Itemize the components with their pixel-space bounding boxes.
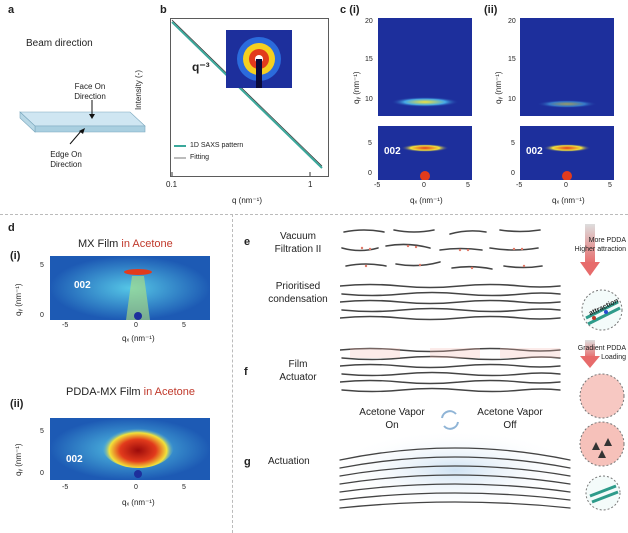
gradient-pdda-note: Gradient PDDA Loading xyxy=(577,345,626,361)
actuation-schematic xyxy=(330,430,580,510)
d-ytick-5-ii: 5 xyxy=(40,428,44,435)
gradient-arrow-e xyxy=(580,224,600,276)
c-xlabel: qₓ (nm⁻¹) xyxy=(410,196,443,205)
panel-c-label: c (i) xyxy=(340,4,360,16)
cii-xtick-m5: -5 xyxy=(516,182,523,189)
actuation-small-circle xyxy=(585,475,621,511)
c-xtick-m5: -5 xyxy=(374,182,381,189)
c-peak-label: 002 xyxy=(384,146,401,157)
d-peak-i: 002 xyxy=(74,280,91,291)
d-title-i: MX Film in Acetone xyxy=(78,238,173,250)
d-ylabel-ii: qᵧ (nm⁻¹) xyxy=(14,443,23,476)
d-peak-ii: 002 xyxy=(66,454,83,465)
vacuum-filtration-label: Vacuum Filtration II xyxy=(274,231,322,255)
actuation-detail-circle xyxy=(579,421,625,467)
d-ytick-0-i: 0 xyxy=(40,312,44,319)
c-xtick-0: 0 xyxy=(422,182,426,189)
d-xtick-m5-ii: -5 xyxy=(62,484,69,491)
edge-on-label: Edge On Direction xyxy=(50,150,82,169)
c-ytick-15: 15 xyxy=(365,56,373,63)
c-ytick-0: 0 xyxy=(368,170,372,177)
switch-arrows-icon xyxy=(441,410,459,430)
gradient-arrow-f xyxy=(580,340,600,368)
panel-b-xtick-0: 0.1 xyxy=(166,180,178,189)
face-on-label: Face On Direction xyxy=(74,82,106,101)
cii-ytick-10: 10 xyxy=(508,96,516,103)
d-xtick-0-i: 0 xyxy=(134,322,138,329)
d-xtick-5-i: 5 xyxy=(182,322,186,329)
panel-b-xtick-1: 1 xyxy=(308,180,313,189)
attraction-circle xyxy=(581,289,623,331)
d-xtick-m5-i: -5 xyxy=(62,322,69,329)
d-xlabel-i: qₓ (nm⁻¹) xyxy=(122,334,155,343)
panel-c-ii-label: (ii) xyxy=(484,4,498,16)
vapor-on-label: Acetone Vapor On xyxy=(359,407,425,431)
c-ytick-5: 5 xyxy=(368,140,372,147)
cii-xtick-0: 0 xyxy=(564,182,568,189)
d-xtick-5-ii: 5 xyxy=(182,484,186,491)
cii-ytick-15: 15 xyxy=(508,56,516,63)
panel-c-ii-ylabel: qᵧ (nm⁻¹) xyxy=(494,71,503,104)
cii-ytick-5: 5 xyxy=(511,140,515,147)
panel-d-label: d xyxy=(8,222,15,234)
vertical-divider xyxy=(232,214,233,533)
panel-f-label: f xyxy=(244,366,248,378)
c-ytick-20: 20 xyxy=(365,18,373,25)
slope-label: q⁻³ xyxy=(192,60,210,74)
d-xtick-0-ii: 0 xyxy=(134,484,138,491)
d-ylabel-i: qᵧ (nm⁻¹) xyxy=(14,283,23,316)
prioritised-condensation-label: Prioritised condensation xyxy=(268,281,328,305)
waxs-map-ii xyxy=(520,18,614,180)
d-xlabel-ii: qₓ (nm⁻¹) xyxy=(122,498,155,507)
legend-fitting: Fitting xyxy=(190,154,210,161)
actuator-schematic xyxy=(340,347,561,393)
d-ytick-5-i: 5 xyxy=(40,262,44,269)
d-sub-ii: (ii) xyxy=(10,398,24,410)
panel-b-ylabel: Intensity (-) xyxy=(134,69,143,110)
c-ytick-10: 10 xyxy=(365,96,373,103)
cii-ytick-0: 0 xyxy=(511,170,515,177)
panel-e-label: e xyxy=(244,236,251,248)
waxs-map-i xyxy=(378,18,472,180)
vapor-off-label: Acetone Vapor Off xyxy=(477,407,543,431)
film-actuator-label: Film Actuator xyxy=(279,359,317,383)
horizontal-divider xyxy=(0,214,628,215)
c-xtick-5: 5 xyxy=(466,182,470,189)
cii-peak-label: 002 xyxy=(526,146,543,157)
cii-ytick-20: 20 xyxy=(508,18,516,25)
beam-direction-title: Beam direction xyxy=(26,38,93,49)
d-map-i xyxy=(50,256,210,320)
cii-xlabel: qₓ (nm⁻¹) xyxy=(552,196,585,205)
panel-g-label: g xyxy=(244,456,251,468)
pdda-loading-circle xyxy=(579,373,625,419)
actuation-label: Actuation xyxy=(268,456,310,467)
panel-c-ylabel: qᵧ (nm⁻¹) xyxy=(352,71,361,104)
film-slab-diagram xyxy=(19,100,146,145)
legend-saxs: 1D SAXS pattern xyxy=(190,142,244,149)
saxs-plot xyxy=(170,18,329,177)
d-ytick-0-ii: 0 xyxy=(40,470,44,477)
cii-xtick-5: 5 xyxy=(608,182,612,189)
more-pdda-note: More PDDA Higher attraction xyxy=(574,237,626,253)
panel-a-label: a xyxy=(8,4,15,16)
panel-b-xlabel: q (nm⁻¹) xyxy=(232,196,262,205)
d-title-ii: PDDA-MX Film in Acetone xyxy=(66,386,195,398)
d-map-ii xyxy=(50,418,210,480)
d-sub-i: (i) xyxy=(10,250,21,262)
panel-b-label: b xyxy=(160,4,167,16)
filtration-schematic xyxy=(340,229,561,321)
